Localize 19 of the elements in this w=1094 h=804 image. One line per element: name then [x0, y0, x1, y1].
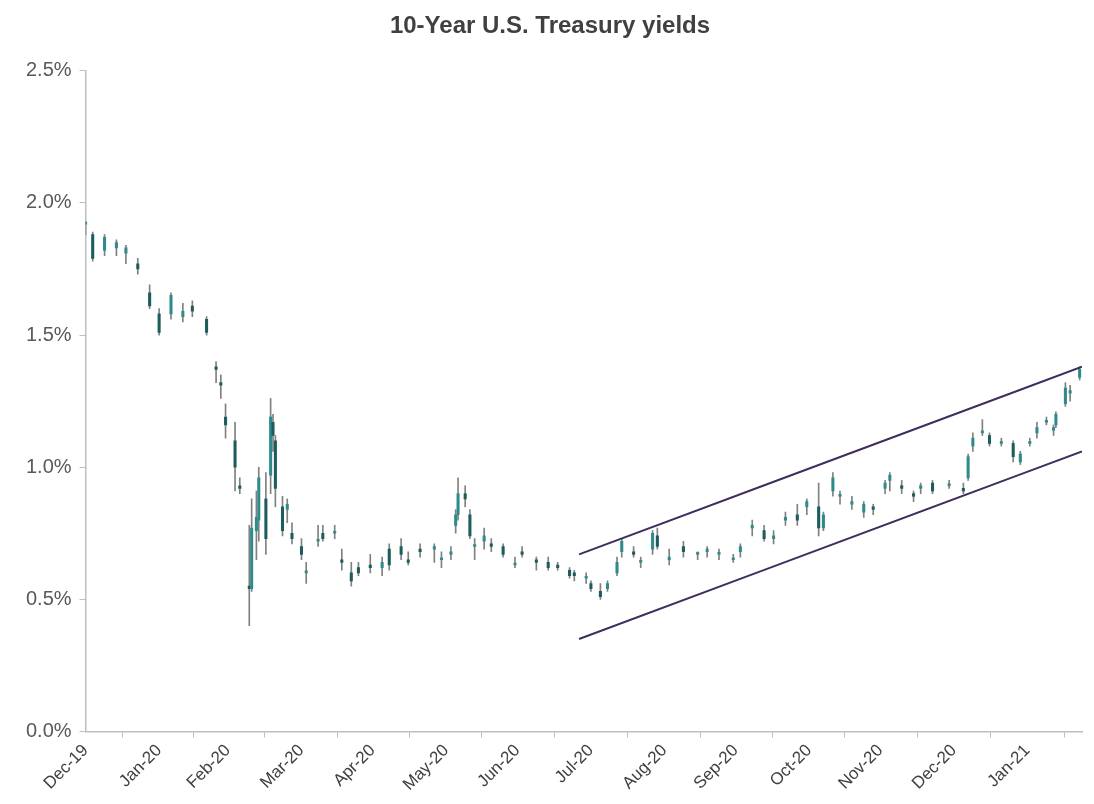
candlestick	[238, 477, 242, 494]
candlestick	[214, 361, 218, 383]
y-tick-label: 1.5%	[25, 322, 72, 345]
chart-title: 10-Year U.S. Treasury yields	[389, 11, 711, 39]
candlestick	[316, 525, 320, 547]
y-tick-label: 2.5%	[25, 58, 72, 81]
candlestick	[340, 548, 344, 571]
candlestick	[489, 538, 493, 553]
candlestick	[368, 554, 372, 574]
candlestick	[219, 374, 223, 399]
y-tick-label: 2.0%	[25, 190, 72, 213]
candlestick	[838, 490, 842, 505]
candlestick	[667, 548, 671, 566]
candlestick	[750, 519, 754, 537]
candlestick	[333, 525, 337, 539]
y-tick-label: 0.0%	[25, 719, 72, 742]
y-tick-label: 1.0%	[25, 454, 72, 477]
candlestick	[513, 556, 517, 568]
y-tick-label: 0.5%	[25, 586, 72, 609]
